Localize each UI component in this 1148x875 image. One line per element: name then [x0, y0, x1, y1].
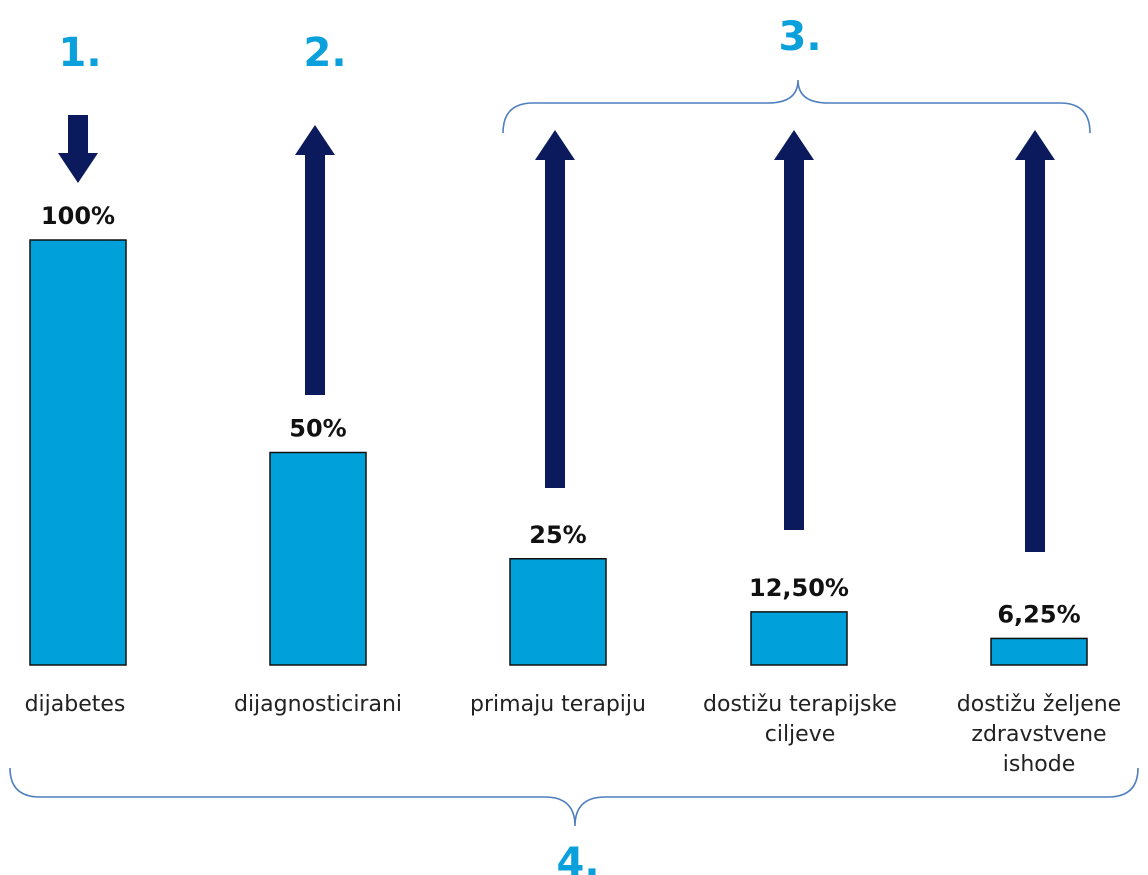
step-marker-3: 3.	[778, 14, 821, 60]
bar-2	[269, 451, 367, 666]
bottom-brace	[9, 767, 1139, 827]
arrow-1-down	[58, 115, 98, 183]
arrows	[58, 115, 1055, 552]
category-label-5: dostižu željene zdravstvene ishode	[957, 692, 1121, 777]
value-label-1: 100%	[41, 202, 115, 230]
bars	[29, 239, 1088, 666]
arrow-5-up	[1015, 130, 1055, 552]
top-brace	[502, 79, 1091, 134]
category-label-3: primaju terapiju	[470, 692, 646, 717]
value-label-4: 12,50%	[749, 574, 849, 602]
value-label-5: 6,25%	[997, 600, 1080, 628]
braces	[9, 79, 1139, 827]
arrow-2-up	[295, 125, 335, 395]
value-label-2: 50%	[289, 415, 346, 443]
category-label-2: dijagnosticirani	[234, 692, 402, 717]
bar-5	[990, 637, 1088, 666]
arrow-4-up	[774, 130, 814, 530]
step-marker-2: 2.	[303, 30, 346, 76]
value-labels: 100% 50% 25% 12,50% 6,25%	[41, 202, 1081, 628]
category-label-4: dostižu terapijske ciljeve	[703, 692, 897, 747]
step-marker-1: 1.	[58, 30, 101, 76]
bar-1	[29, 239, 127, 666]
bar-3	[509, 558, 607, 666]
step-markers: 1. 2. 3. 4.	[58, 14, 821, 875]
value-label-3: 25%	[529, 521, 586, 549]
arrow-3-up	[535, 130, 575, 488]
bar-4	[750, 611, 848, 666]
step-marker-4: 4.	[556, 840, 599, 875]
category-labels: dijabetes dijagnosticirani primaju terapij…	[25, 692, 1122, 777]
category-label-1: dijabetes	[25, 692, 126, 717]
